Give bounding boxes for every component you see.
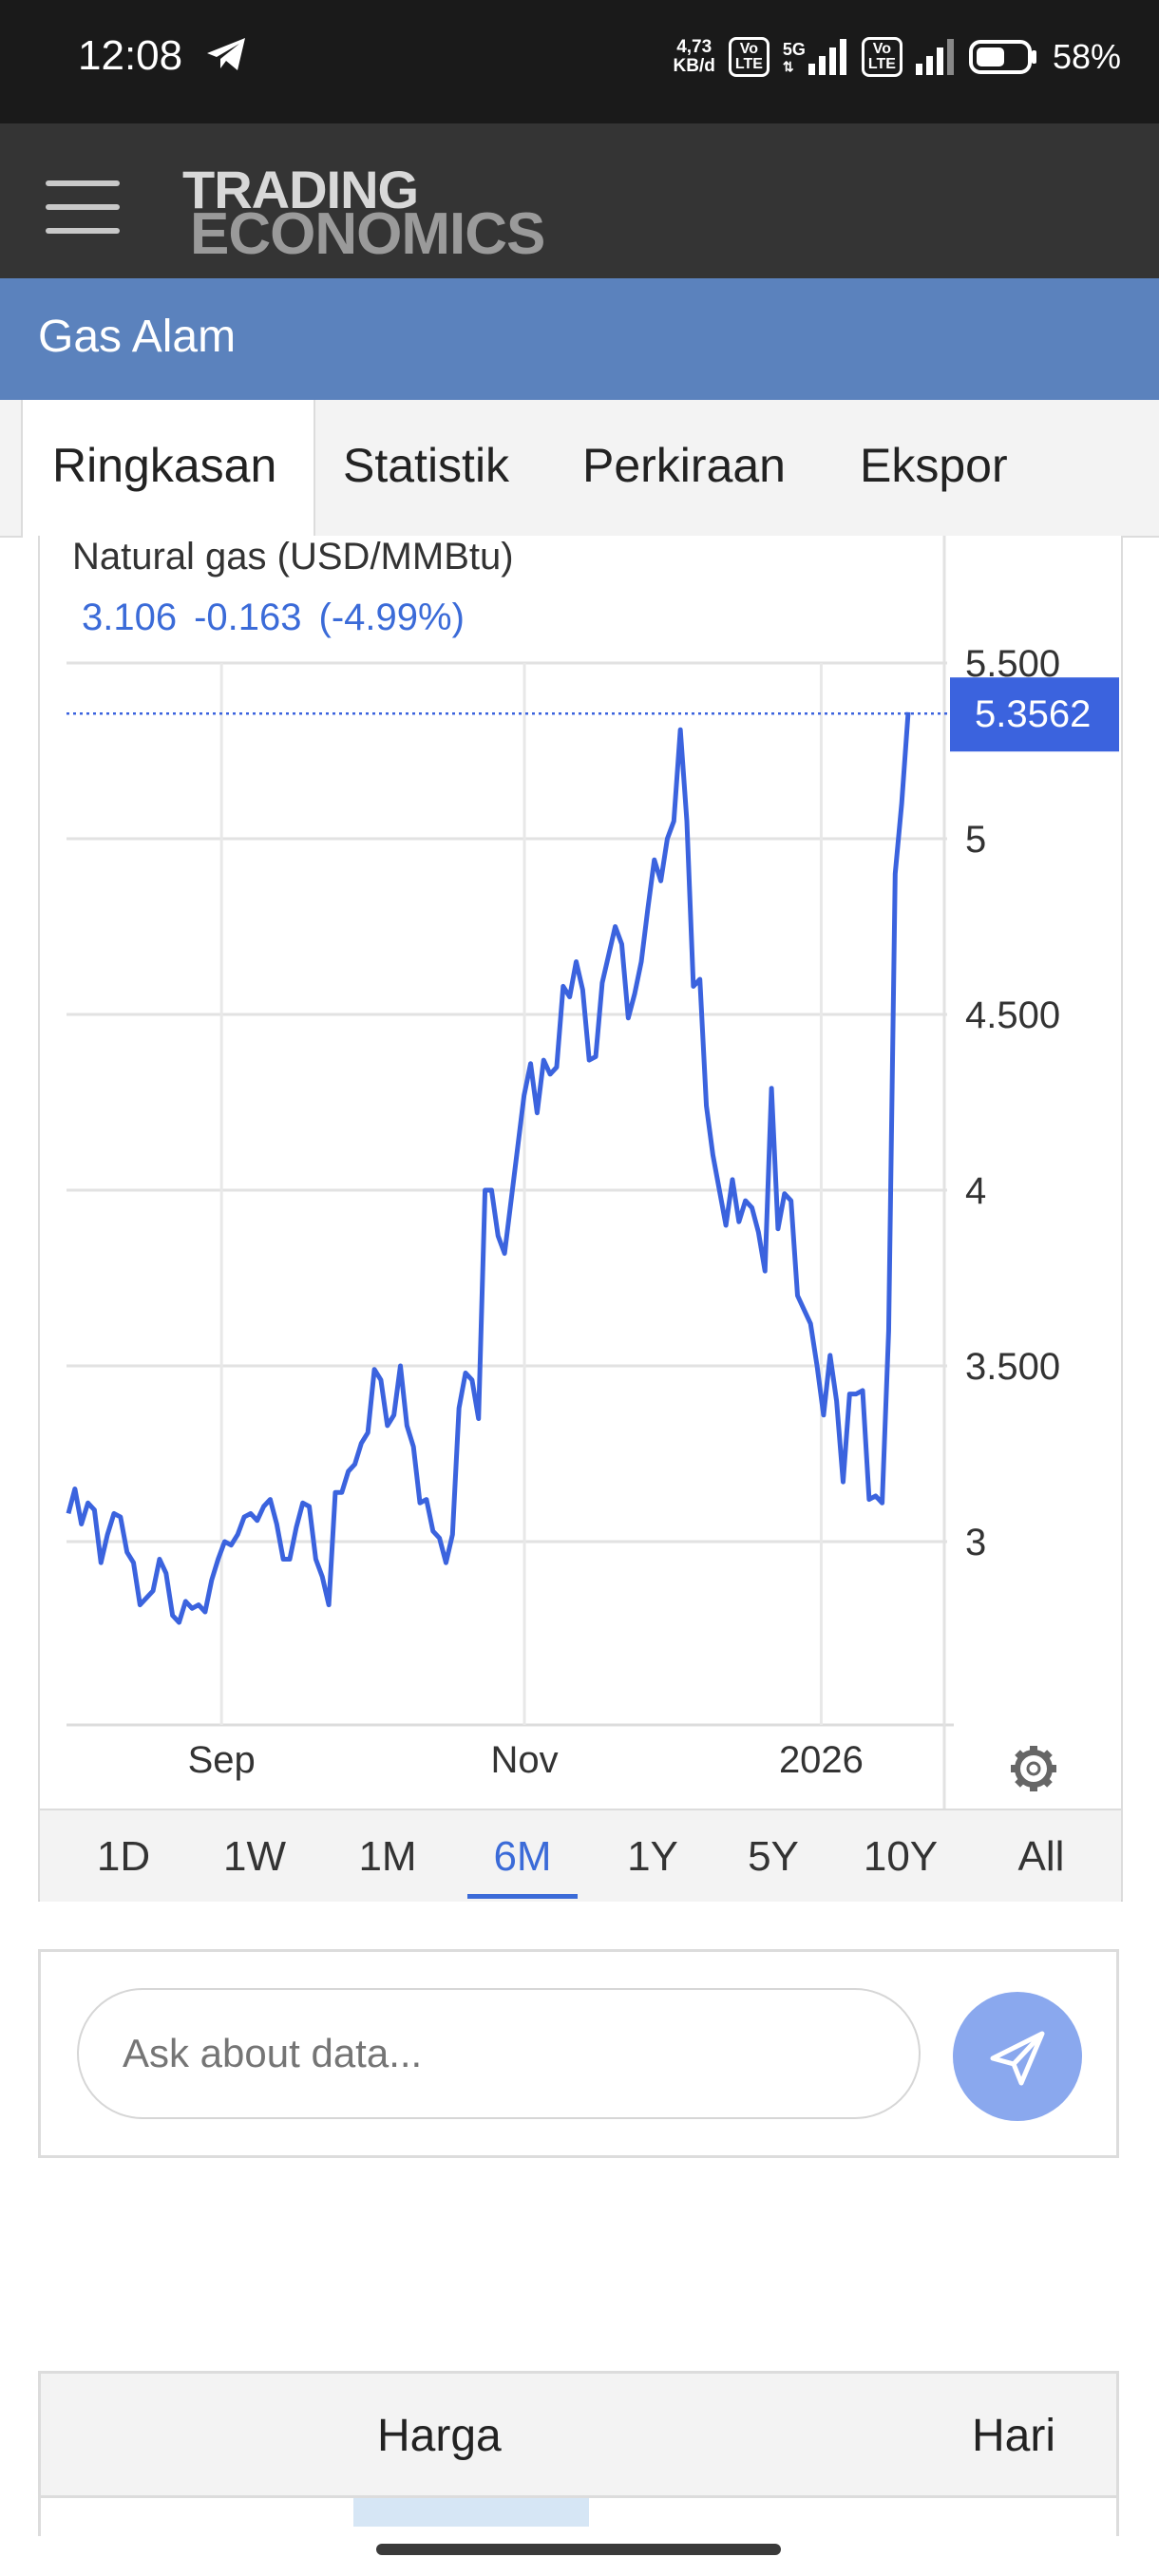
ask-input[interactable] bbox=[77, 1988, 921, 2119]
five-g-label: 5G bbox=[782, 40, 806, 59]
status-icons: 4,73 KB/d Vo LTE 5G ⇅ Vo LTE 58% bbox=[674, 28, 1121, 85]
range-button-1w[interactable]: 1W bbox=[223, 1833, 286, 1880]
settings-gear-icon[interactable] bbox=[1011, 1746, 1056, 1791]
x-tick-label: Sep bbox=[188, 1739, 256, 1781]
range-button-1y[interactable]: 1Y bbox=[627, 1833, 678, 1880]
telegram-icon bbox=[205, 36, 247, 77]
column-header-harga[interactable]: Harga bbox=[377, 2411, 502, 2461]
volte-icon: Vo LTE bbox=[728, 37, 770, 77]
home-indicator[interactable] bbox=[376, 2544, 781, 2555]
table-header: Harga Hari bbox=[38, 2371, 1119, 2498]
y-tick-label: 3.500 bbox=[965, 1346, 1060, 1388]
chart-card: 5.500 5 4.500 4 3.500 3 Sep Nov 2026 5.3562 Natu… bbox=[38, 536, 1123, 1902]
range-button-1m[interactable]: 1M bbox=[358, 1833, 417, 1880]
tab-bar: Ringkasan Statistik Perkiraan Ekspor bbox=[0, 400, 1159, 538]
range-button-5y[interactable]: 5Y bbox=[748, 1833, 799, 1880]
last-price-badge bbox=[950, 677, 1119, 752]
range-active-underline bbox=[467, 1894, 578, 1899]
last-price: 3.106 bbox=[82, 597, 178, 638]
logo-economics[interactable]: ECONOMICS bbox=[190, 201, 545, 267]
x-tick-label: Nov bbox=[490, 1739, 558, 1781]
send-icon bbox=[990, 2031, 1045, 2086]
hamburger-menu-icon[interactable] bbox=[46, 180, 120, 234]
range-button-6m[interactable]: 6M bbox=[493, 1833, 552, 1880]
column-header-hari[interactable]: Hari bbox=[972, 2411, 1056, 2461]
highlight-cell bbox=[353, 2498, 589, 2527]
tab-statistik[interactable]: Statistik bbox=[343, 439, 510, 492]
price-change: -0.163 bbox=[194, 597, 302, 638]
y-tick-label: 3 bbox=[965, 1522, 986, 1563]
page-title-bar: Gas Alam bbox=[0, 278, 1159, 400]
tab-active-indicator bbox=[21, 400, 315, 538]
price-change-percent: (-4.99%) bbox=[318, 597, 465, 638]
network-speed-unit: KB/d bbox=[673, 56, 715, 76]
last-price-label: 5.3562 bbox=[975, 693, 1091, 735]
page-title: Gas Alam bbox=[38, 312, 237, 362]
signal-5g-icon: 5G ⇅ bbox=[783, 39, 848, 75]
battery-percent: 58% bbox=[1052, 37, 1121, 76]
volte-icon-2: Vo LTE bbox=[861, 37, 902, 77]
network-speed: 4,73 KB/d bbox=[674, 38, 715, 76]
table-row bbox=[38, 2498, 1119, 2536]
tab-ringkasan[interactable]: Ringkasan bbox=[52, 439, 277, 492]
x-tick-label: 2026 bbox=[779, 1739, 864, 1781]
series-line bbox=[66, 711, 911, 1625]
tab-perkiraan[interactable]: Perkiraan bbox=[582, 439, 786, 492]
y-tick-label: 4 bbox=[965, 1170, 986, 1212]
range-button-all[interactable]: All bbox=[1017, 1833, 1065, 1880]
battery-icon bbox=[968, 40, 1036, 74]
y-tick-label: 5 bbox=[965, 819, 986, 861]
ask-card bbox=[38, 1949, 1119, 2158]
logo-trading[interactable]: TRADING bbox=[182, 160, 419, 219]
chart-title: Natural gas (USD/MMBtu) bbox=[72, 536, 514, 578]
network-speed-value: 4,73 bbox=[676, 37, 712, 57]
status-time: 12:08 bbox=[78, 32, 183, 79]
range-button-1d[interactable]: 1D bbox=[96, 1833, 151, 1880]
tab-ekspor[interactable]: Ekspor bbox=[860, 439, 1008, 492]
status-bar: 12:08 4,73 KB/d Vo LTE 5G ⇅ Vo LTE 58% bbox=[0, 0, 1159, 123]
y-tick-label: 4.500 bbox=[965, 994, 1060, 1036]
send-button[interactable] bbox=[953, 1992, 1082, 2121]
range-selector: 1D 1W 1M 6M 1Y 5Y 10Y All bbox=[40, 1809, 1121, 1902]
signal-icon bbox=[915, 39, 954, 75]
app-header: TRADING ECONOMICS bbox=[0, 123, 1159, 278]
chart-quote: 3.106 -0.163 (-4.99%) bbox=[82, 597, 482, 639]
range-button-10y[interactable]: 10Y bbox=[863, 1833, 939, 1880]
